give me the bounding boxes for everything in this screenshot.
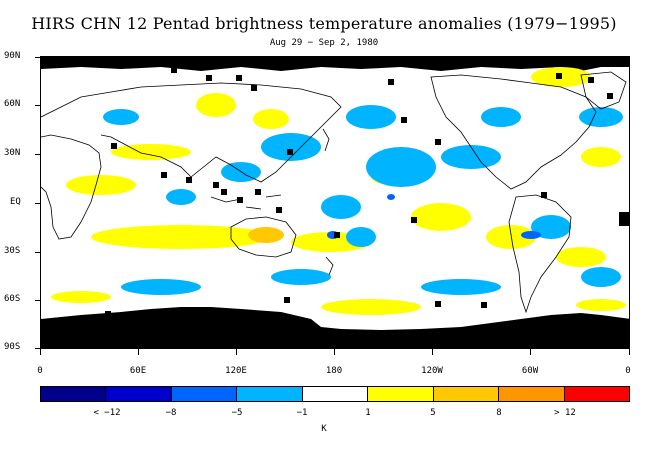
coastline-indonesia bbox=[210, 194, 282, 210]
anomaly-map-svg bbox=[41, 57, 629, 348]
lon-label-180: 180 bbox=[325, 366, 343, 376]
colorbar-label: 8 bbox=[496, 408, 502, 418]
lon-tick bbox=[530, 349, 531, 355]
coastline-new-zealand bbox=[325, 256, 334, 276]
lat-tick bbox=[35, 105, 40, 106]
lat-label-30s: 30S bbox=[4, 246, 21, 256]
lon-tick bbox=[432, 349, 433, 355]
lat-tick bbox=[35, 348, 40, 349]
colorbar-label: 5 bbox=[430, 408, 436, 418]
units-label: K bbox=[321, 424, 327, 434]
colorbar-label: < −12 bbox=[93, 408, 121, 418]
anomaly-map bbox=[40, 56, 630, 349]
colorbar-segment bbox=[171, 387, 238, 401]
lon-label-0-east: 0 bbox=[625, 366, 631, 376]
map-subtitle: Aug 29 − Sep 2, 1980 bbox=[269, 38, 379, 48]
lat-label-90s: 90S bbox=[4, 342, 21, 352]
colorbar-segment bbox=[237, 387, 303, 401]
coastline-eurasia bbox=[41, 82, 342, 183]
lat-label-60n: 60N bbox=[4, 99, 21, 109]
lon-tick bbox=[334, 349, 335, 355]
coastline-australia bbox=[230, 216, 297, 258]
colorbar-label: 1 bbox=[365, 408, 371, 418]
arctic-missing-data bbox=[41, 57, 629, 71]
colorbar-segment bbox=[499, 387, 565, 401]
colorbar-label: −5 bbox=[231, 408, 243, 418]
lat-label-eq: EQ bbox=[10, 197, 21, 207]
lon-axis bbox=[40, 349, 630, 355]
colorbar-segment bbox=[564, 387, 629, 401]
lon-tick bbox=[236, 349, 237, 355]
lon-label-60w: 60W bbox=[521, 366, 539, 376]
lon-label-120w: 120W bbox=[421, 366, 443, 376]
lat-label-30n: 30N bbox=[4, 148, 21, 158]
lat-tick bbox=[35, 203, 40, 204]
lon-label-120e: 120E bbox=[225, 366, 247, 376]
lat-tick bbox=[35, 300, 40, 301]
colorbar-label: −1 bbox=[296, 408, 308, 418]
colorbar-segment bbox=[433, 387, 500, 401]
coastline-north-america bbox=[430, 74, 597, 190]
lon-tick bbox=[629, 349, 630, 355]
map-title: HIRS CHN 12 Pentad brightness temperatur… bbox=[31, 14, 617, 33]
colorbar-segment bbox=[302, 387, 369, 401]
coastline-south-america bbox=[508, 194, 572, 314]
colorbar-segment bbox=[368, 387, 434, 401]
colorbar-segment bbox=[41, 387, 107, 401]
coastline-africa bbox=[41, 134, 102, 240]
coastline-japan bbox=[322, 128, 330, 152]
color-scale-bar bbox=[40, 386, 630, 402]
lat-tick bbox=[35, 252, 40, 253]
lat-tick bbox=[35, 154, 40, 155]
lon-label-0: 0 bbox=[37, 366, 43, 376]
antarctica-missing-data bbox=[41, 307, 629, 348]
colorbar-segment bbox=[106, 387, 172, 401]
lat-tick bbox=[35, 57, 40, 58]
lon-tick bbox=[40, 349, 41, 355]
lat-label-90n: 90N bbox=[4, 51, 21, 61]
colorbar-label: −8 bbox=[165, 408, 177, 418]
lat-label-60s: 60S bbox=[4, 294, 21, 304]
lon-tick bbox=[138, 349, 139, 355]
coastline-greenland bbox=[580, 71, 627, 110]
lon-label-60e: 60E bbox=[129, 366, 147, 376]
colorbar-label: > 12 bbox=[554, 408, 576, 418]
